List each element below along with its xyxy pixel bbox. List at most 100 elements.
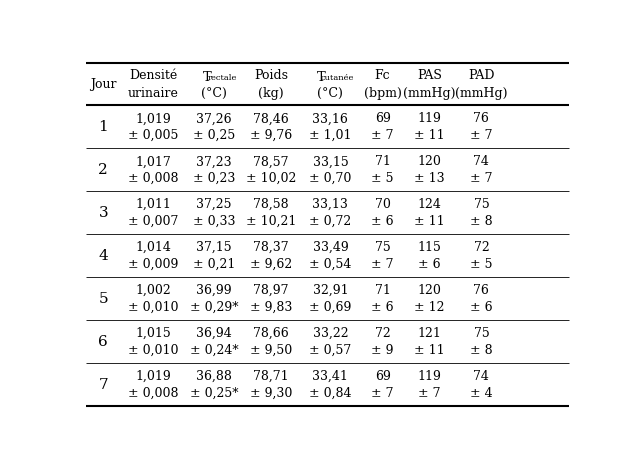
Text: 1,015: 1,015 <box>135 326 171 339</box>
Text: 1,002: 1,002 <box>135 284 171 297</box>
Text: ± 0,005: ± 0,005 <box>128 129 178 142</box>
Text: ± 7: ± 7 <box>371 257 394 270</box>
Text: ± 0,72: ± 0,72 <box>309 214 351 227</box>
Text: ± 0,008: ± 0,008 <box>128 386 178 399</box>
Text: 71: 71 <box>374 284 390 297</box>
Text: ± 0,69: ± 0,69 <box>309 300 351 313</box>
Text: 3: 3 <box>98 206 108 219</box>
Text: Fc
(bpm): Fc (bpm) <box>364 69 401 100</box>
Text: 78,66: 78,66 <box>253 326 289 339</box>
Text: 121: 121 <box>418 326 442 339</box>
Text: ± 6: ± 6 <box>419 257 441 270</box>
Text: 33,22: 33,22 <box>312 326 348 339</box>
Text: 75: 75 <box>374 241 390 254</box>
Text: ± 10,02: ± 10,02 <box>246 172 296 185</box>
Text: ± 11: ± 11 <box>415 343 445 356</box>
Text: 37,15: 37,15 <box>196 241 232 254</box>
Text: ± 9,76: ± 9,76 <box>250 129 292 142</box>
Text: 74: 74 <box>473 155 489 168</box>
Text: ± 0,010: ± 0,010 <box>128 300 178 313</box>
Text: ± 8: ± 8 <box>470 214 493 227</box>
Text: ± 0,010: ± 0,010 <box>128 343 178 356</box>
Text: ± 0,33: ± 0,33 <box>192 214 235 227</box>
Text: ± 9,62: ± 9,62 <box>250 257 292 270</box>
Text: 33,15: 33,15 <box>312 155 348 168</box>
Text: T: T <box>316 70 325 83</box>
Text: 75: 75 <box>473 326 489 339</box>
Text: ± 4: ± 4 <box>470 386 493 399</box>
Text: ± 0,25*: ± 0,25* <box>190 386 238 399</box>
Text: 33,41: 33,41 <box>312 369 348 382</box>
Text: ± 6: ± 6 <box>470 300 493 313</box>
Text: ± 11: ± 11 <box>415 214 445 227</box>
Text: (°C): (°C) <box>201 87 227 100</box>
Text: 78,37: 78,37 <box>253 241 289 254</box>
Text: 74: 74 <box>473 369 489 382</box>
Text: ± 0,009: ± 0,009 <box>128 257 178 270</box>
Text: PAS
(mmHg): PAS (mmHg) <box>403 69 456 100</box>
Text: ± 12: ± 12 <box>415 300 445 313</box>
Text: 1,019: 1,019 <box>135 112 171 125</box>
Text: ± 0,21: ± 0,21 <box>193 257 235 270</box>
Text: ± 1,01: ± 1,01 <box>309 129 351 142</box>
Text: 78,71: 78,71 <box>253 369 289 382</box>
Text: Jour: Jour <box>90 78 116 91</box>
Text: 76: 76 <box>473 112 489 125</box>
Text: ± 11: ± 11 <box>415 129 445 142</box>
Text: ± 0,24*: ± 0,24* <box>190 343 238 356</box>
Text: 76: 76 <box>473 284 489 297</box>
Text: 33,16: 33,16 <box>312 112 348 125</box>
Text: (°C): (°C) <box>318 87 343 100</box>
Text: 115: 115 <box>418 241 442 254</box>
Text: ± 7: ± 7 <box>419 386 441 399</box>
Text: ± 0,25: ± 0,25 <box>193 129 235 142</box>
Text: 36,88: 36,88 <box>196 369 232 382</box>
Text: 124: 124 <box>418 198 442 211</box>
Text: 33,49: 33,49 <box>312 241 348 254</box>
Text: cutanée: cutanée <box>321 74 355 82</box>
Text: ± 0,29*: ± 0,29* <box>190 300 238 313</box>
Text: 120: 120 <box>418 284 442 297</box>
Text: rectale: rectale <box>208 74 237 82</box>
Text: ± 7: ± 7 <box>371 129 394 142</box>
Text: ± 8: ± 8 <box>470 343 493 356</box>
Text: ± 9: ± 9 <box>371 343 394 356</box>
Text: 119: 119 <box>418 112 442 125</box>
Text: ± 0,57: ± 0,57 <box>309 343 351 356</box>
Text: ± 0,84: ± 0,84 <box>309 386 351 399</box>
Text: 6: 6 <box>98 334 108 348</box>
Text: 120: 120 <box>418 155 442 168</box>
Text: ± 10,21: ± 10,21 <box>246 214 296 227</box>
Text: ± 7: ± 7 <box>470 172 493 185</box>
Text: 75: 75 <box>473 198 489 211</box>
Text: ± 0,70: ± 0,70 <box>309 172 351 185</box>
Text: ± 0,23: ± 0,23 <box>193 172 235 185</box>
Text: ± 9,83: ± 9,83 <box>250 300 292 313</box>
Text: 1: 1 <box>98 120 108 134</box>
Text: 33,13: 33,13 <box>312 198 348 211</box>
Text: 78,46: 78,46 <box>253 112 289 125</box>
Text: 36,99: 36,99 <box>196 284 232 297</box>
Text: ± 0,008: ± 0,008 <box>128 172 178 185</box>
Text: 71: 71 <box>374 155 390 168</box>
Text: ± 0,54: ± 0,54 <box>309 257 351 270</box>
Text: 78,58: 78,58 <box>253 198 289 211</box>
Text: 70: 70 <box>374 198 390 211</box>
Text: 2: 2 <box>98 163 108 177</box>
Text: 7: 7 <box>98 377 108 391</box>
Text: ± 7: ± 7 <box>470 129 493 142</box>
Text: 78,57: 78,57 <box>253 155 289 168</box>
Text: ± 5: ± 5 <box>470 257 493 270</box>
Text: PAD
(mmHg): PAD (mmHg) <box>455 69 507 100</box>
Text: ± 5: ± 5 <box>371 172 394 185</box>
Text: ± 7: ± 7 <box>371 386 394 399</box>
Text: 37,26: 37,26 <box>196 112 232 125</box>
Text: T: T <box>203 70 212 83</box>
Text: 1,011: 1,011 <box>135 198 171 211</box>
Text: 37,25: 37,25 <box>196 198 232 211</box>
Text: 119: 119 <box>418 369 442 382</box>
Text: ± 6: ± 6 <box>371 214 394 227</box>
Text: ± 6: ± 6 <box>371 300 394 313</box>
Text: 1,017: 1,017 <box>135 155 171 168</box>
Text: ± 9,30: ± 9,30 <box>250 386 292 399</box>
